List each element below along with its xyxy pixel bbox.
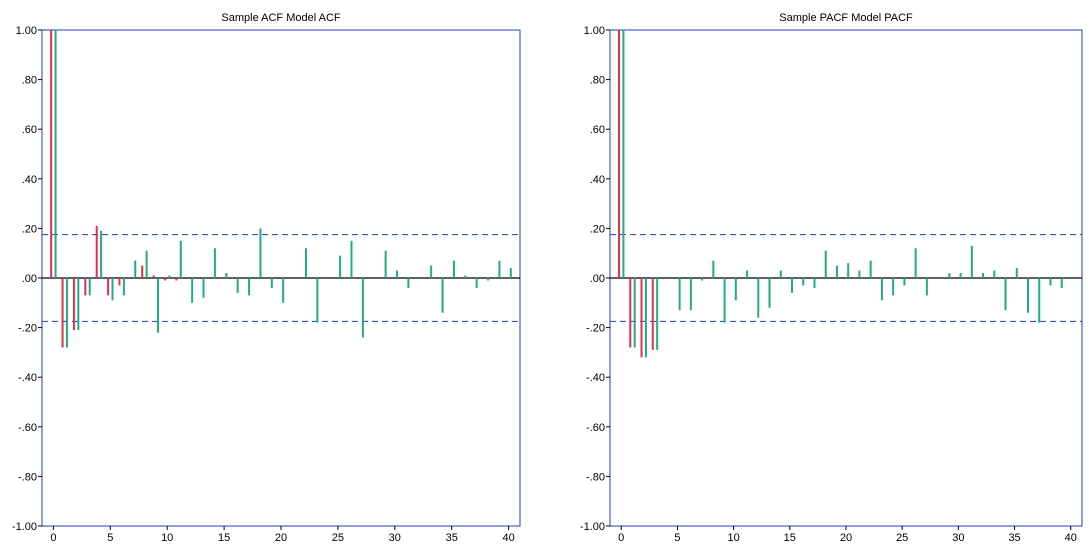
y-tick-label: .40 bbox=[590, 174, 605, 186]
y-tick-label: -.80 bbox=[586, 471, 605, 483]
chart-title: Sample ACF Model ACF bbox=[221, 12, 340, 24]
y-tick-label: .80 bbox=[590, 75, 605, 87]
y-tick-label: -1.00 bbox=[580, 521, 605, 533]
y-tick-label: -.40 bbox=[586, 372, 605, 384]
x-tick-label: 10 bbox=[161, 532, 173, 544]
x-tick-label: 30 bbox=[389, 532, 401, 544]
x-tick-label: 40 bbox=[1065, 532, 1077, 544]
x-tick-label: 10 bbox=[727, 532, 739, 544]
y-tick-label: -.20 bbox=[18, 323, 37, 335]
y-tick-label: -.20 bbox=[586, 323, 605, 335]
y-tick-label: 1.00 bbox=[584, 25, 605, 37]
y-tick-label: .40 bbox=[22, 174, 37, 186]
x-tick-label: 15 bbox=[218, 532, 230, 544]
y-tick-label: -.40 bbox=[18, 372, 37, 384]
x-tick-label: 15 bbox=[784, 532, 796, 544]
x-tick-label: 20 bbox=[275, 532, 287, 544]
x-tick-label: 0 bbox=[618, 532, 624, 544]
chart-title: Sample PACF Model PACF bbox=[779, 12, 913, 24]
x-tick-label: 0 bbox=[50, 532, 56, 544]
y-tick-label: 1.00 bbox=[16, 25, 37, 37]
y-tick-label: .00 bbox=[590, 273, 605, 285]
y-tick-label: .20 bbox=[590, 223, 605, 235]
y-tick-label: .60 bbox=[22, 124, 37, 136]
x-tick-label: 35 bbox=[446, 532, 458, 544]
acf-panel: Sample ACF Model ACF 1.00 .80 .60 .40 .20 .00 -… bbox=[12, 12, 521, 544]
y-tick-label: -.60 bbox=[18, 422, 37, 434]
x-tick-label: 30 bbox=[952, 532, 964, 544]
x-tick-label: 35 bbox=[1008, 532, 1020, 544]
x-tick-label: 25 bbox=[896, 532, 908, 544]
x-tick-label: 25 bbox=[332, 532, 344, 544]
x-tick-label: 5 bbox=[674, 532, 680, 544]
x-tick-label: 5 bbox=[107, 532, 113, 544]
x-tick-label: 40 bbox=[502, 532, 514, 544]
y-tick-label: .80 bbox=[22, 75, 37, 87]
pacf-panel: Sample PACF Model PACF 1.00 .80 .60 .40 .20 .0… bbox=[580, 12, 1083, 544]
y-tick-label: .20 bbox=[22, 223, 37, 235]
y-tick-label: -.80 bbox=[18, 471, 37, 483]
y-tick-label: -.60 bbox=[586, 422, 605, 434]
y-tick-label: .60 bbox=[590, 124, 605, 136]
x-tick-label: 20 bbox=[840, 532, 852, 544]
y-tick-label: -1.00 bbox=[12, 521, 37, 533]
y-tick-label: .00 bbox=[22, 273, 37, 285]
